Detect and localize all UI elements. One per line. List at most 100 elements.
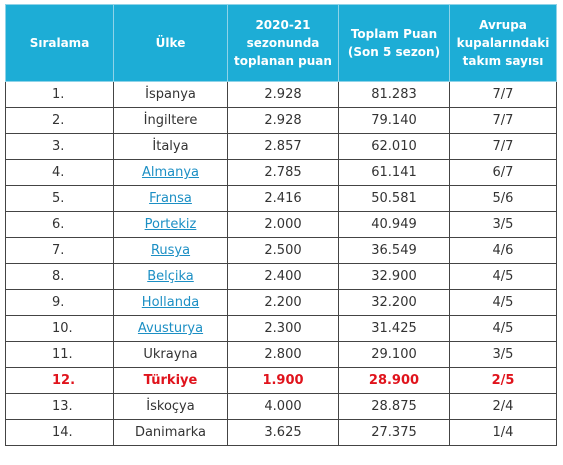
header-rank: Sıralama: [5, 4, 114, 82]
country-cell: İngiltere: [113, 107, 228, 134]
rank-cell: 9.: [5, 289, 114, 316]
total-points-cell: 32.900: [338, 263, 450, 290]
table-row: 12. Türkiye 1.900 28.900 2/5: [5, 367, 557, 394]
country-cell: Portekiz: [113, 211, 228, 238]
table-row: 3. İtalya 2.857 62.010 7/7: [5, 133, 557, 160]
rank-cell: 8.: [5, 263, 114, 290]
country-cell: Almanya: [113, 159, 228, 186]
total-points-cell: 62.010: [338, 133, 450, 160]
european-teams-cell: 4/5: [449, 289, 557, 316]
country-link[interactable]: Belçika: [147, 269, 194, 284]
season-points-cell: 2.300: [227, 315, 339, 342]
country-link[interactable]: Fransa: [149, 191, 192, 206]
total-points-cell: 28.900: [338, 367, 450, 394]
header-total-points: Toplam Puan (Son 5 sezon): [338, 4, 450, 82]
country-cell: Ukrayna: [113, 341, 228, 368]
country-cell: İspanya: [113, 81, 228, 108]
country-cell: İtalya: [113, 133, 228, 160]
total-points-cell: 50.581: [338, 185, 450, 212]
european-teams-cell: 2/4: [449, 393, 557, 420]
total-points-cell: 40.949: [338, 211, 450, 238]
european-teams-cell: 7/7: [449, 133, 557, 160]
european-teams-cell: 4/5: [449, 263, 557, 290]
header-european-teams: Avrupa kupalarındaki takım sayısı: [449, 4, 557, 82]
uefa-country-ranking-table: Sıralama Ülke 2020-21 sezonunda toplanan…: [5, 4, 557, 446]
season-points-cell: 2.200: [227, 289, 339, 316]
total-points-cell: 61.141: [338, 159, 450, 186]
rank-cell: 13.: [5, 393, 114, 420]
rank-cell: 7.: [5, 237, 114, 264]
country-cell: İskoçya: [113, 393, 228, 420]
season-points-cell: 2.928: [227, 81, 339, 108]
table-row: 2. İngiltere 2.928 79.140 7/7: [5, 107, 557, 134]
rank-cell: 12.: [5, 367, 114, 394]
country-link[interactable]: Hollanda: [141, 295, 200, 310]
european-teams-cell: 1/4: [449, 419, 557, 446]
ranking-table-container: Sıralama Ülke 2020-21 sezonunda toplanan…: [5, 4, 557, 446]
total-points-cell: 28.875: [338, 393, 450, 420]
season-points-cell: 1.900: [227, 367, 339, 394]
country-cell: Danimarka: [113, 419, 228, 446]
table-row: 1. İspanya 2.928 81.283 7/7: [5, 81, 557, 108]
table-row: 4. Almanya 2.785 61.141 6/7: [5, 159, 557, 186]
rank-cell: 3.: [5, 133, 114, 160]
country-cell: Türkiye: [113, 367, 228, 394]
european-teams-cell: 3/5: [449, 341, 557, 368]
total-points-cell: 29.100: [338, 341, 450, 368]
header-season-points: 2020-21 sezonunda toplanan puan: [227, 4, 339, 82]
country-cell: Avusturya: [113, 315, 228, 342]
table-row: 6. Portekiz 2.000 40.949 3/5: [5, 211, 557, 238]
country-cell: Belçika: [113, 263, 228, 290]
rank-cell: 11.: [5, 341, 114, 368]
rank-cell: 6.: [5, 211, 114, 238]
table-row: 8. Belçika 2.400 32.900 4/5: [5, 263, 557, 290]
header-country: Ülke: [113, 4, 228, 82]
country-cell: Hollanda: [113, 289, 228, 316]
rank-cell: 2.: [5, 107, 114, 134]
table-row: 13. İskoçya 4.000 28.875 2/4: [5, 393, 557, 420]
table-row: 10. Avusturya 2.300 31.425 4/5: [5, 315, 557, 342]
european-teams-cell: 7/7: [449, 107, 557, 134]
table-row: 9. Hollanda 2.200 32.200 4/5: [5, 289, 557, 316]
total-points-cell: 32.200: [338, 289, 450, 316]
table-row: 5. Fransa 2.416 50.581 5/6: [5, 185, 557, 212]
total-points-cell: 27.375: [338, 419, 450, 446]
table-row: 7. Rusya 2.500 36.549 4/6: [5, 237, 557, 264]
table-row: 11. Ukrayna 2.800 29.100 3/5: [5, 341, 557, 368]
total-points-cell: 81.283: [338, 81, 450, 108]
header-row: Sıralama Ülke 2020-21 sezonunda toplanan…: [5, 4, 557, 82]
country-link[interactable]: Rusya: [150, 243, 191, 258]
rank-cell: 10.: [5, 315, 114, 342]
total-points-cell: 36.549: [338, 237, 450, 264]
european-teams-cell: 2/5: [449, 367, 557, 394]
table-body: 1. İspanya 2.928 81.283 7/7 2. İngiltere 2.928 7…: [5, 81, 557, 446]
european-teams-cell: 3/5: [449, 211, 557, 238]
country-cell: Fransa: [113, 185, 228, 212]
table-header: Sıralama Ülke 2020-21 sezonunda toplanan…: [5, 4, 557, 82]
season-points-cell: 2.857: [227, 133, 339, 160]
rank-cell: 14.: [5, 419, 114, 446]
season-points-cell: 2.785: [227, 159, 339, 186]
rank-cell: 5.: [5, 185, 114, 212]
total-points-cell: 79.140: [338, 107, 450, 134]
country-link[interactable]: Avusturya: [137, 321, 204, 336]
season-points-cell: 2.400: [227, 263, 339, 290]
season-points-cell: 2.416: [227, 185, 339, 212]
european-teams-cell: 6/7: [449, 159, 557, 186]
european-teams-cell: 5/6: [449, 185, 557, 212]
season-points-cell: 2.928: [227, 107, 339, 134]
country-cell: Rusya: [113, 237, 228, 264]
rank-cell: 1.: [5, 81, 114, 108]
country-link[interactable]: Almanya: [141, 165, 200, 180]
european-teams-cell: 4/6: [449, 237, 557, 264]
total-points-cell: 31.425: [338, 315, 450, 342]
rank-cell: 4.: [5, 159, 114, 186]
table-row: 14. Danimarka 3.625 27.375 1/4: [5, 419, 557, 446]
country-link[interactable]: Portekiz: [144, 217, 197, 232]
season-points-cell: 2.800: [227, 341, 339, 368]
season-points-cell: 4.000: [227, 393, 339, 420]
european-teams-cell: 7/7: [449, 81, 557, 108]
european-teams-cell: 4/5: [449, 315, 557, 342]
season-points-cell: 2.000: [227, 211, 339, 238]
season-points-cell: 3.625: [227, 419, 339, 446]
